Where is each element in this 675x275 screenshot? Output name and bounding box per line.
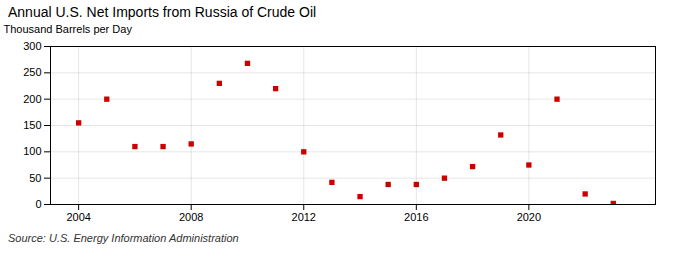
svg-text:200: 200 <box>23 93 41 105</box>
html-text:Source: U.S. Energy Informatio: Source: U.S. Energy Information Administ… <box>8 232 239 244</box>
svg-text:2020: 2020 <box>517 211 541 223</box>
svg-text:2004: 2004 <box>66 211 90 223</box>
svg-text:150: 150 <box>23 119 41 131</box>
svg-text:2008: 2008 <box>179 211 203 223</box>
svg-text:0: 0 <box>35 198 41 210</box>
svg-text:100: 100 <box>23 145 41 157</box>
svg-text:2012: 2012 <box>292 211 316 223</box>
svg-text:2016: 2016 <box>404 211 428 223</box>
svg-text:250: 250 <box>23 66 41 78</box>
svg-text:300: 300 <box>23 40 41 52</box>
svg-text:50: 50 <box>29 172 41 184</box>
html-text:Annual U.S. Net Imports from R: Annual U.S. Net Imports from Russia of C… <box>8 4 317 20</box>
svg-text:Thousand Barrels per Day: Thousand Barrels per Day <box>4 23 133 35</box>
